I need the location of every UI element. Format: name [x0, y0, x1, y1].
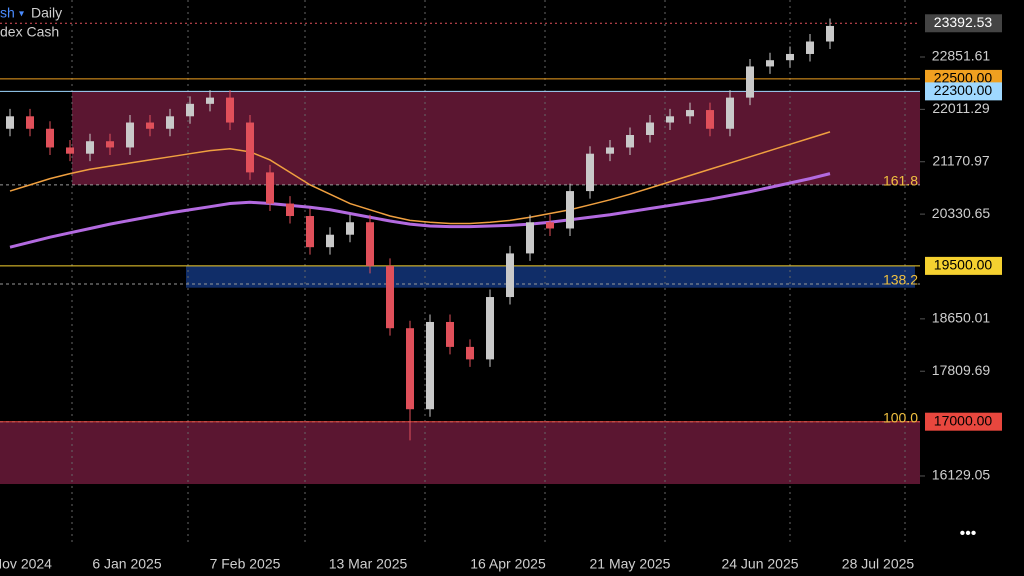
level-tag — [925, 82, 1002, 101]
menu-button[interactable]: ••• — [960, 525, 977, 542]
y-tick-label: 22011.29 — [932, 100, 990, 116]
fib-label: 100.0 — [883, 409, 918, 425]
candle-body — [46, 128, 54, 148]
candle-body — [546, 222, 554, 229]
candle-body — [286, 203, 294, 217]
candle-body — [786, 53, 794, 61]
candle-body — [346, 222, 354, 235]
moving-average — [9, 131, 831, 225]
candle-body — [426, 321, 434, 410]
candle-body — [226, 97, 234, 123]
level-tag — [925, 412, 1002, 431]
moving-average — [9, 172, 831, 249]
candle-body — [806, 41, 814, 54]
candle-body — [266, 172, 274, 204]
candle-body — [326, 234, 334, 248]
x-tick-label: 7 Feb 2025 — [210, 556, 281, 572]
candle-body — [566, 191, 574, 229]
candle-body — [766, 60, 774, 67]
grid — [0, 0, 925, 545]
candle-body — [126, 122, 134, 148]
candle-body — [206, 97, 214, 104]
candle-body — [646, 122, 654, 135]
candle-body — [666, 116, 674, 123]
candle-body — [466, 346, 474, 360]
candle-body — [706, 110, 714, 129]
candle-body — [626, 134, 634, 148]
zone — [72, 91, 920, 185]
candle-body — [246, 122, 254, 173]
zone — [186, 265, 915, 288]
zones — [0, 91, 920, 485]
candle-body — [186, 103, 194, 117]
candle-body — [166, 116, 174, 129]
symbol[interactable]: sh — [0, 5, 15, 21]
candle-body — [306, 216, 314, 248]
fib-label: 138.2 — [883, 272, 918, 288]
x-tick-label: Nov 2024 — [0, 556, 52, 572]
fib-label: 161.8 — [883, 173, 918, 189]
instrument-name: dex Cash — [0, 24, 59, 40]
candle-body — [746, 66, 754, 98]
x-tick-label: 21 May 2025 — [590, 556, 671, 572]
x-tick-label: 28 Jul 2025 — [842, 556, 915, 572]
candle-body — [366, 222, 374, 266]
candle-body — [526, 222, 534, 254]
y-tick-label: 17809.69 — [932, 362, 991, 378]
y-tick-label: 21170.97 — [932, 152, 990, 168]
level-label: 22300.00 — [934, 82, 993, 98]
zone — [0, 421, 920, 485]
dropdown-arrow[interactable]: ▾ — [19, 9, 24, 20]
y-tick-label: 16129.05 — [932, 467, 991, 483]
x-tick-label: 13 Mar 2025 — [329, 556, 408, 572]
marks — [6, 18, 834, 441]
level-label: 17000.00 — [934, 412, 993, 428]
candle-body — [86, 141, 94, 154]
level-label: 23392.53 — [934, 14, 993, 30]
timeframe[interactable]: Daily — [31, 5, 62, 21]
candle-body — [6, 116, 14, 129]
x-tick-label: 6 Jan 2025 — [92, 556, 161, 572]
labels: Nov 2024 6 Jan 2025 7 Feb 2025 13 Mar 2025 1… — [0, 14, 1002, 572]
x-tick-label: 24 Jun 2025 — [721, 556, 798, 572]
candle-body — [406, 328, 414, 410]
level-label: 22500.00 — [934, 70, 993, 86]
candle-body — [506, 253, 514, 298]
level-label: 19500.00 — [934, 257, 993, 273]
candle-body — [446, 321, 454, 347]
candle-body — [726, 97, 734, 129]
candle-body — [66, 147, 74, 154]
candle-body — [106, 141, 114, 148]
candle-body — [606, 147, 614, 154]
level-tag — [925, 14, 1002, 33]
y-tick-label: 18650.01 — [932, 310, 991, 326]
candle-body — [26, 116, 34, 129]
candle-body — [586, 153, 594, 192]
candle-body — [826, 25, 834, 42]
candle-body — [146, 122, 154, 129]
candle-body — [386, 265, 394, 329]
level-tag — [925, 256, 1002, 275]
candle-body — [686, 110, 694, 117]
candle-body — [486, 297, 494, 360]
y-tick-label: 20330.65 — [932, 205, 991, 221]
y-tick-label: 22851.61 — [932, 48, 991, 64]
x-tick-label: 16 Apr 2025 — [470, 556, 546, 572]
